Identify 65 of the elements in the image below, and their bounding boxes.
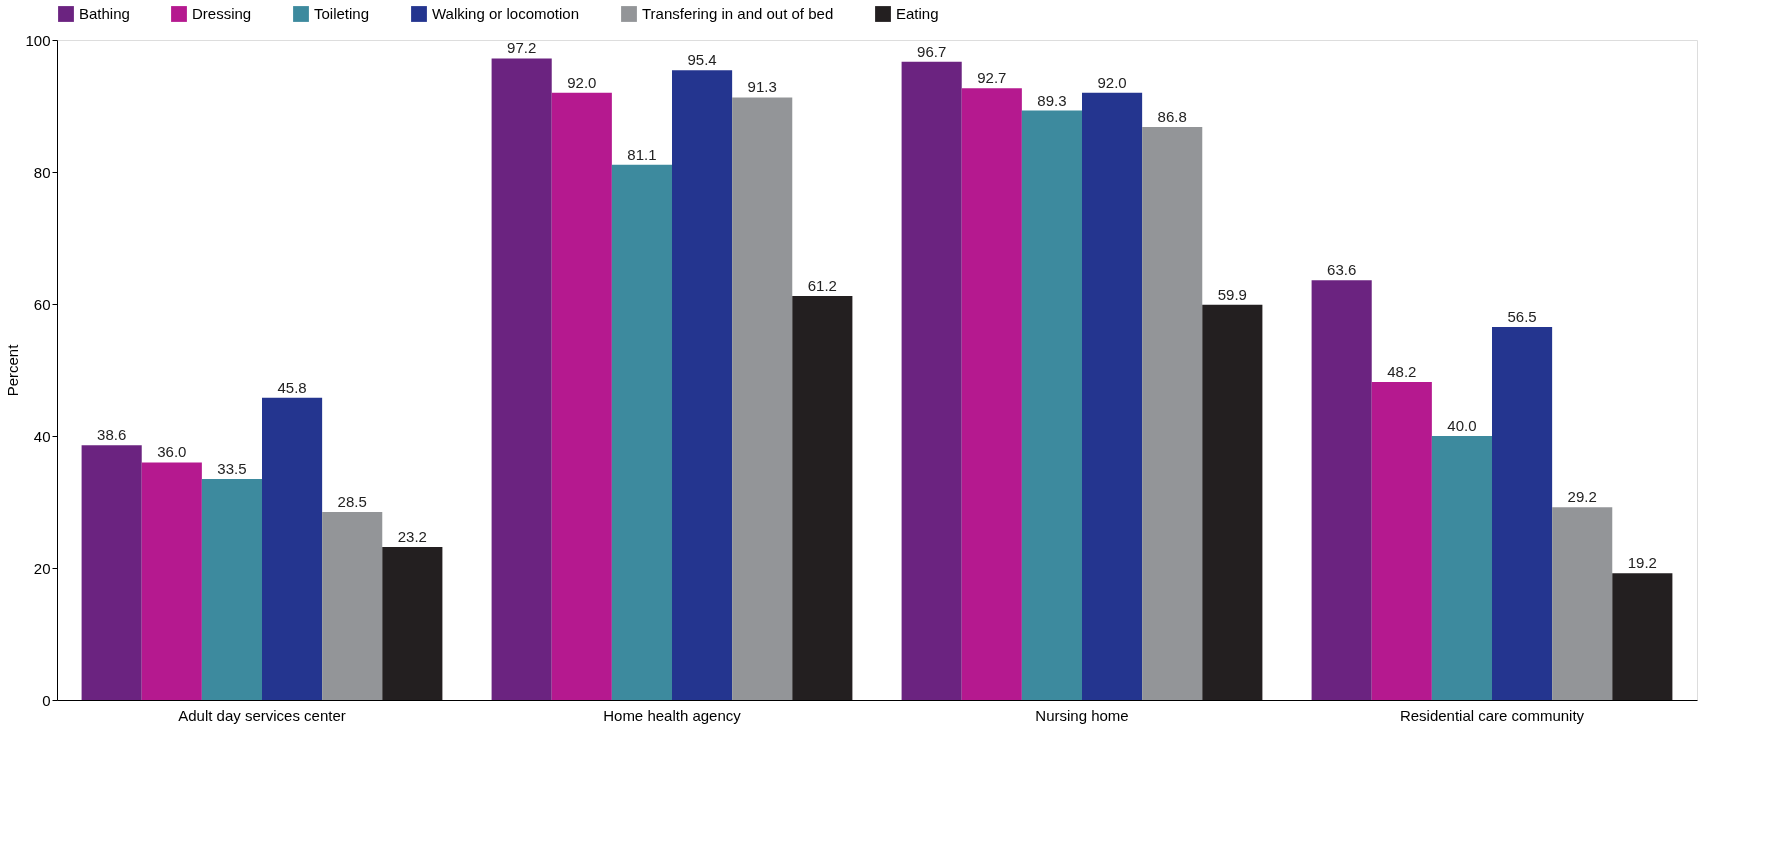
data-label: 86.8 [1157,108,1187,126]
bar [732,97,793,700]
bar [1552,507,1613,700]
data-label: 48.2 [1387,362,1417,380]
data-label: 19.2 [1627,554,1657,572]
legend-label: Toileting [314,5,370,22]
data-label: 92.7 [977,69,1007,87]
data-label: 97.2 [507,39,537,57]
x-tick-label: Nursing home [1035,706,1129,724]
bar [382,546,443,700]
data-label: 29.2 [1567,488,1597,506]
data-label: 91.3 [747,78,777,96]
data-label: 92.0 [1097,73,1127,91]
bar [322,511,383,700]
data-label: 45.8 [277,378,307,396]
bar [792,296,853,700]
bar [262,397,323,700]
legend-label: Transfering in and out of bed [642,5,834,22]
data-label: 56.5 [1507,308,1537,326]
bar [901,61,962,700]
bar [141,462,202,700]
data-label: 33.5 [217,459,247,477]
x-tick-label: Residential care community [1399,706,1585,724]
data-label: 92.0 [567,73,597,91]
bar [1371,381,1432,700]
data-label: 63.6 [1327,261,1357,279]
data-label: 81.1 [627,145,657,163]
data-label: 36.0 [157,443,187,461]
legend-label: Walking or locomotion [432,5,580,22]
y-axis-title: Percent [4,343,22,397]
data-label: 23.2 [397,527,427,545]
bar [672,70,733,700]
data-label: 28.5 [337,492,367,510]
data-label: 38.6 [97,426,127,444]
bar [1142,127,1203,700]
bar [1431,436,1492,700]
data-label: 95.4 [687,51,717,69]
legend-label: Bathing [79,5,130,22]
bar [961,88,1022,700]
data-label: 96.7 [917,42,947,60]
bar [611,164,672,700]
y-tick-label: 40 [33,427,51,445]
x-tick-label: Adult day services center [178,706,346,724]
data-label: 40.0 [1447,417,1477,434]
bar [491,58,552,700]
data-label: 61.2 [807,277,837,295]
y-tick-label: 20 [33,559,51,577]
legend-label: Dressing [192,5,252,22]
bar [1492,327,1553,700]
data-label: 89.3 [1037,91,1067,109]
data-label: 59.9 [1217,285,1247,303]
y-tick-label: 100 [25,31,51,49]
bar [201,478,262,700]
bar [1612,573,1673,700]
bar [1311,280,1372,700]
y-tick-label: 0 [42,691,51,709]
bar [1202,304,1263,700]
legend-label: Eating [896,5,939,22]
bar [551,92,612,700]
y-tick-label: 60 [33,295,51,313]
y-tick-label: 80 [33,163,51,181]
x-tick-label: Home health agency [603,706,742,724]
bar [1082,92,1143,700]
bar [1021,110,1082,700]
bar [81,445,142,700]
